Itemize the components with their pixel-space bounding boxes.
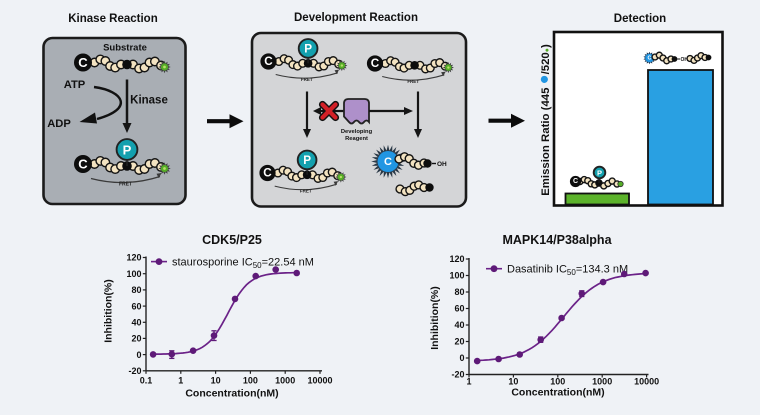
svg-text:C: C bbox=[573, 178, 578, 185]
svg-text:60: 60 bbox=[131, 301, 141, 311]
svg-text:P: P bbox=[304, 42, 312, 55]
svg-text:P: P bbox=[123, 143, 132, 158]
svg-text:80: 80 bbox=[131, 285, 141, 295]
svg-text:Inhibition(%): Inhibition(%) bbox=[103, 279, 115, 343]
svg-text:1000: 1000 bbox=[275, 375, 295, 385]
svg-text:120: 120 bbox=[449, 254, 464, 264]
svg-text:Emission Ratio (445 ●/520●): Emission Ratio (445 ●/520●) bbox=[535, 44, 553, 196]
svg-text:0: 0 bbox=[459, 353, 464, 363]
svg-text:10000: 10000 bbox=[307, 375, 332, 385]
svg-text:C: C bbox=[648, 55, 652, 61]
svg-text:Development Reaction: Development Reaction bbox=[294, 12, 418, 24]
svg-text:FRET: FRET bbox=[119, 182, 132, 188]
svg-text:FRET: FRET bbox=[407, 79, 419, 84]
svg-text:C: C bbox=[78, 55, 88, 70]
svg-text:10000: 10000 bbox=[634, 377, 659, 387]
svg-text:100: 100 bbox=[550, 377, 565, 387]
svg-text:Kinase Reaction: Kinase Reaction bbox=[68, 13, 157, 25]
svg-text:0.1: 0.1 bbox=[140, 375, 153, 385]
svg-text:100: 100 bbox=[449, 271, 464, 281]
svg-text:Developing: Developing bbox=[341, 129, 373, 135]
svg-text:C: C bbox=[264, 55, 273, 68]
svg-text:1000: 1000 bbox=[592, 377, 612, 387]
svg-text:C: C bbox=[263, 167, 272, 180]
svg-text:-20: -20 bbox=[451, 370, 464, 380]
svg-text:C: C bbox=[371, 57, 380, 70]
svg-text:FRET: FRET bbox=[300, 189, 312, 194]
svg-text:10: 10 bbox=[508, 377, 518, 387]
svg-text:100: 100 bbox=[243, 375, 258, 385]
svg-text:FRET: FRET bbox=[301, 77, 313, 82]
svg-text:Concentration(nM): Concentration(nM) bbox=[511, 387, 604, 399]
svg-text:10: 10 bbox=[211, 375, 221, 385]
svg-text:Detection: Detection bbox=[614, 13, 666, 25]
svg-text:20: 20 bbox=[454, 337, 464, 347]
svg-text:Reagent: Reagent bbox=[345, 136, 368, 142]
svg-text:0: 0 bbox=[136, 350, 141, 360]
svg-text:Concentration(nM): Concentration(nM) bbox=[185, 388, 278, 400]
svg-text:1: 1 bbox=[466, 377, 471, 387]
svg-text:ATP: ATP bbox=[64, 79, 86, 91]
svg-text:CDK5/P25: CDK5/P25 bbox=[202, 233, 262, 247]
svg-text:OH: OH bbox=[437, 161, 447, 168]
svg-text:P: P bbox=[597, 169, 602, 178]
svg-text:C: C bbox=[78, 157, 88, 172]
svg-text:Kinase: Kinase bbox=[130, 95, 168, 107]
svg-text:80: 80 bbox=[454, 287, 464, 297]
svg-text:20: 20 bbox=[131, 334, 141, 344]
svg-text:OH: OH bbox=[681, 57, 689, 63]
svg-text:100: 100 bbox=[126, 269, 141, 279]
svg-text:-20: -20 bbox=[128, 366, 141, 376]
svg-text:1: 1 bbox=[178, 375, 183, 385]
svg-text:60: 60 bbox=[454, 304, 464, 314]
svg-text:MAPK14/P38alpha: MAPK14/P38alpha bbox=[502, 233, 612, 247]
svg-text:C: C bbox=[384, 156, 392, 168]
svg-text:ADP: ADP bbox=[47, 118, 71, 130]
svg-text:40: 40 bbox=[454, 320, 464, 330]
svg-text:Inhibition(%): Inhibition(%) bbox=[429, 286, 441, 350]
svg-text:Dasatinib IC50=134.3 nM: Dasatinib IC50=134.3 nM bbox=[507, 264, 628, 278]
svg-text:staurosporine IC50=22.54 nM: staurosporine IC50=22.54 nM bbox=[172, 256, 314, 270]
svg-text:Substrate: Substrate bbox=[103, 43, 147, 54]
svg-text:P: P bbox=[303, 154, 311, 167]
svg-text:40: 40 bbox=[131, 318, 141, 328]
svg-text:120: 120 bbox=[126, 253, 141, 263]
